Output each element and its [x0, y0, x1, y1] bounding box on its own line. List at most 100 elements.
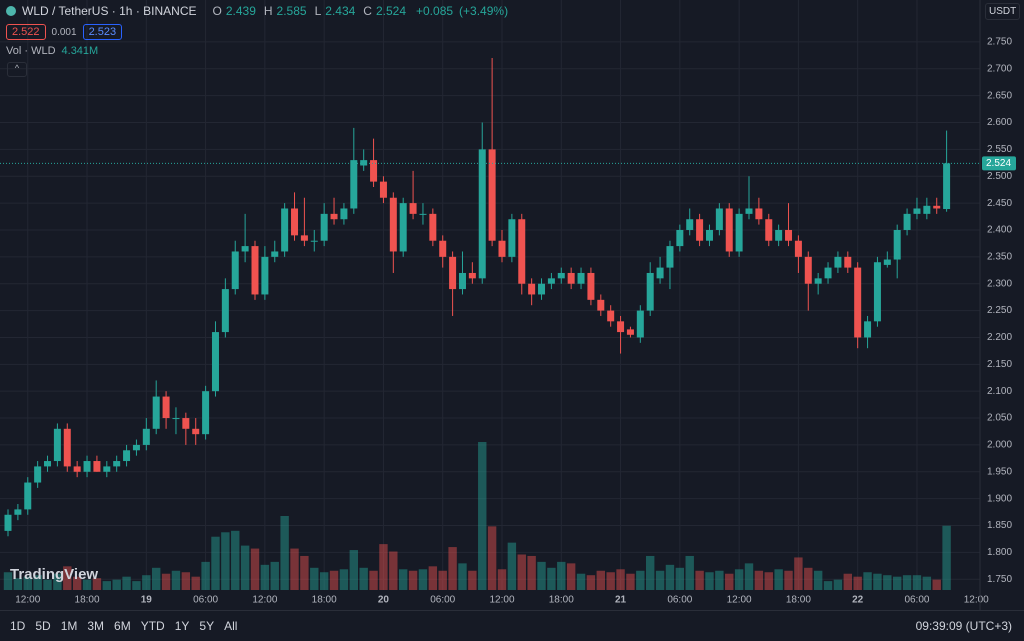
buy-button[interactable]: 2.523 [82, 24, 123, 40]
currency-button[interactable]: USDT [985, 3, 1021, 20]
collapse-button[interactable]: ^ [7, 62, 27, 77]
y-tick-label: 2.050 [987, 413, 1012, 424]
candle-body [370, 160, 378, 182]
range-button[interactable]: 6M [114, 619, 131, 633]
volume-bar [725, 573, 734, 590]
range-button[interactable]: 3M [87, 619, 105, 633]
volume-bar [379, 544, 388, 590]
candle-body [696, 219, 704, 241]
candle-body [24, 482, 32, 510]
range-button[interactable]: 5D [35, 619, 51, 633]
volume-bar [744, 563, 754, 590]
volume-bar [517, 554, 526, 590]
legend-row: WLD / TetherUS · 1h · BINANCE O 2.439 H 2.5… [6, 4, 508, 18]
y-tick-label: 2.250 [987, 305, 1012, 316]
logo[interactable]: TradingView [10, 566, 99, 583]
x-tick-label: 20 [378, 595, 390, 606]
symbol[interactable]: WLD / TetherUS · 1h · BINANCE [22, 4, 197, 18]
range-button[interactable]: All [224, 619, 238, 633]
volume-bar [566, 563, 576, 590]
candle-body [132, 444, 140, 451]
volume-bar [408, 570, 418, 590]
x-tick-label: 06:00 [430, 595, 455, 606]
volume-bar [863, 572, 872, 590]
x-tick-label: 18:00 [786, 595, 811, 606]
x-tick-label: 12:00 [15, 595, 40, 606]
last-price-box [982, 156, 1016, 171]
range-button[interactable]: 1M [60, 619, 78, 633]
range-button[interactable]: 1Y [174, 619, 190, 633]
volume-bar [655, 570, 665, 590]
volume-bar [764, 572, 773, 590]
candle-body [360, 160, 368, 166]
x-tick-label: 12:00 [489, 595, 514, 606]
range-button[interactable]: 1D [10, 619, 26, 633]
volume-bar [468, 570, 477, 590]
candle-body [350, 160, 358, 209]
volume-bar [191, 576, 200, 590]
y-tick-label: 2.500 [987, 171, 1012, 182]
volume-bar [161, 573, 171, 590]
volume-bar [181, 572, 191, 590]
candle-body [172, 418, 180, 420]
candle-body [468, 272, 476, 279]
x-tick-label: 22 [852, 595, 864, 606]
candle-body [518, 219, 526, 284]
volume-bar [833, 579, 843, 590]
candle-body [439, 240, 447, 257]
ohlc-key: H [263, 4, 273, 18]
range-button[interactable]: 5Y [199, 619, 215, 633]
candle-body [231, 251, 239, 290]
candle-body [617, 321, 625, 333]
volume-bar [310, 567, 319, 590]
candle-body [281, 208, 289, 252]
candle-body [488, 149, 496, 241]
volume-bar [487, 526, 497, 590]
candle-body [745, 208, 753, 214]
candle-body [607, 310, 615, 322]
volume-bar [695, 570, 704, 590]
candle-body [389, 197, 397, 252]
candle-body [676, 229, 684, 247]
x-tick-label: 19 [141, 595, 153, 606]
volume-bar [705, 572, 714, 590]
volume-bar [33, 575, 42, 590]
volume-bar [734, 569, 744, 590]
volume-bar [873, 573, 882, 590]
volume-bar [290, 548, 299, 590]
ohlc-value: 2.524 [375, 4, 406, 18]
candle-body [715, 208, 723, 230]
volume-bar [63, 566, 72, 590]
volume-bar [922, 576, 932, 590]
candle-body [63, 428, 71, 467]
candle-body [409, 203, 417, 214]
volume-bar [132, 581, 141, 590]
candle-body [449, 256, 457, 290]
x-tick-label: 12:00 [252, 595, 277, 606]
candle-body [785, 229, 793, 241]
candle-body [429, 213, 437, 241]
candle-body [844, 256, 852, 268]
candle-body [83, 461, 91, 472]
clock: 09:39:09 (UTC+3) [915, 619, 1012, 633]
range-button[interactable]: YTD [140, 619, 165, 633]
volume-bar [784, 570, 793, 590]
y-tick-label: 2.350 [987, 251, 1012, 262]
volume-bar [102, 581, 111, 590]
candle-body [261, 256, 269, 295]
candle-body [577, 272, 585, 284]
volume-bar [201, 561, 210, 590]
volume-bar [527, 555, 536, 590]
candle-body [271, 251, 279, 257]
volume-bar [260, 564, 270, 590]
volume-bar [586, 575, 596, 590]
candle-body [113, 461, 121, 467]
y-tick-label: 1.900 [987, 493, 1012, 504]
candle-body [686, 219, 694, 230]
candle-body [814, 278, 822, 284]
x-tick-label: 12:00 [964, 595, 989, 606]
sell-button[interactable]: 2.522 [6, 24, 46, 40]
volume-bar [82, 579, 92, 590]
candle-body [765, 219, 773, 241]
